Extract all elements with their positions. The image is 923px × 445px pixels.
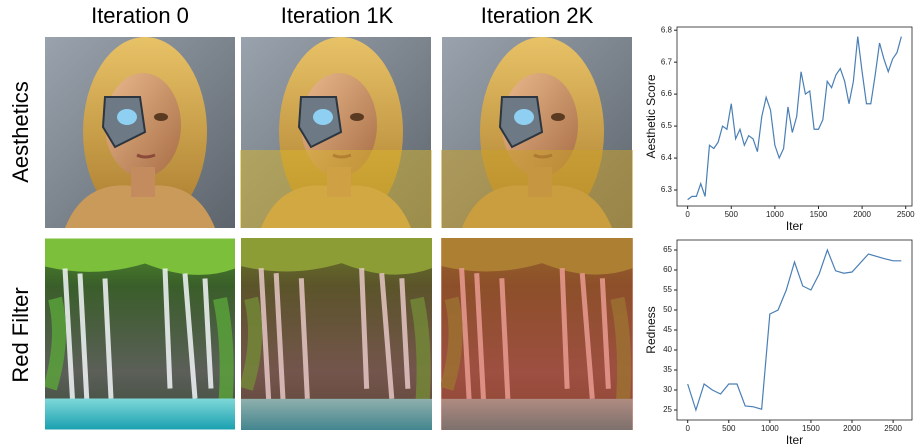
row-label: Red Filter <box>8 287 33 382</box>
y-tick-label: 30 <box>663 385 672 394</box>
x-axis-label: Iter <box>786 433 803 445</box>
x-tick-label: 1500 <box>810 210 828 219</box>
x-tick-label: 2000 <box>853 210 871 219</box>
y-tick-label: 45 <box>663 325 672 334</box>
row-label: Aesthetics <box>8 81 33 183</box>
y-axis-label: Redness <box>644 306 658 353</box>
x-tick-label: 1000 <box>766 210 784 219</box>
data-line <box>688 37 902 200</box>
x-tick-label: 0 <box>685 424 690 433</box>
image-overlay <box>240 150 432 228</box>
column-headers: Iteration 0 Iteration 1K Iteration 2K <box>91 3 594 28</box>
x-tick-label: 1500 <box>802 424 820 433</box>
x-tick-label: 2000 <box>843 424 861 433</box>
column-header: Iteration 1K <box>281 3 394 28</box>
y-tick-label: 6.8 <box>661 25 673 34</box>
image-grid <box>45 37 633 430</box>
y-tick-label: 65 <box>663 245 672 254</box>
x-tick-label: 500 <box>725 210 739 219</box>
y-tick-label: 6.4 <box>661 153 673 162</box>
image-overlay <box>441 150 633 228</box>
image <box>45 239 235 430</box>
column-header: Iteration 2K <box>481 3 594 28</box>
plot-frame <box>677 27 912 206</box>
x-tick-label: 0 <box>685 210 690 219</box>
figure: Iteration 0 Iteration 1K Iteration 2K Ae… <box>0 0 923 445</box>
image <box>45 37 235 228</box>
x-axis-label: Iter <box>786 219 803 233</box>
x-tick-label: 2500 <box>897 210 915 219</box>
x-tick-label: 1000 <box>761 424 779 433</box>
data-line <box>688 250 902 410</box>
image-overlay <box>241 238 432 430</box>
y-tick-label: 55 <box>663 285 672 294</box>
y-tick-label: 60 <box>663 265 672 274</box>
x-tick-label: 500 <box>722 424 736 433</box>
x-tick-label: 2500 <box>884 424 902 433</box>
y-axis-label: Aesthetic Score <box>644 74 658 158</box>
y-tick-label: 25 <box>663 405 672 414</box>
y-tick-label: 50 <box>663 305 672 314</box>
plot-frame <box>677 240 912 420</box>
y-tick-label: 6.3 <box>661 185 673 194</box>
y-tick-label: 6.7 <box>661 57 673 66</box>
image-overlay <box>441 238 633 430</box>
y-tick-label: 6.6 <box>661 89 673 98</box>
y-tick-label: 35 <box>663 365 672 374</box>
y-tick-label: 6.5 <box>661 121 673 130</box>
column-header: Iteration 0 <box>91 3 189 28</box>
y-tick-label: 40 <box>663 345 672 354</box>
